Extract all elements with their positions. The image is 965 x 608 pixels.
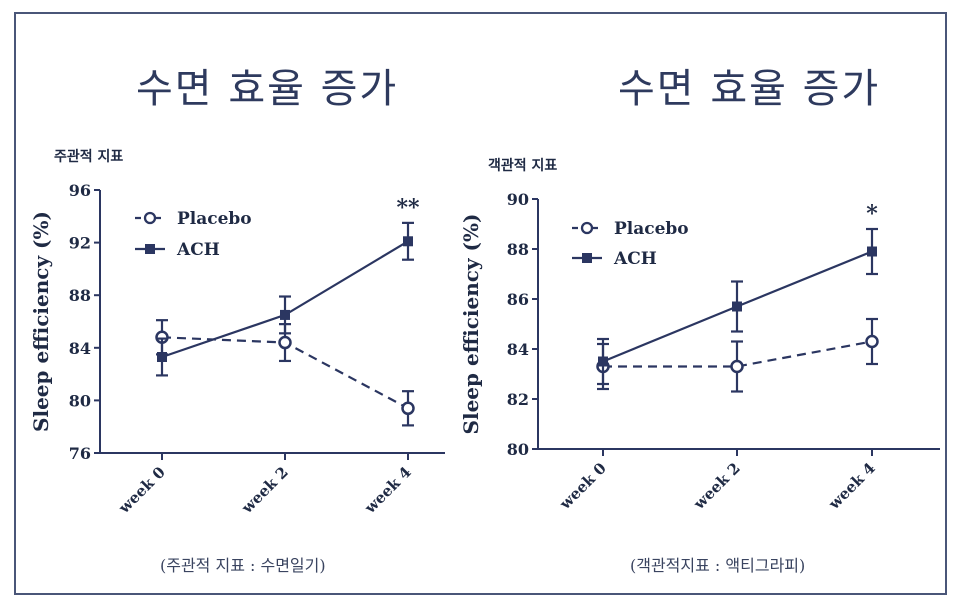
y-tick-label: 76 <box>69 444 91 463</box>
x-tick-label: week 4 <box>824 459 878 513</box>
placebo-point <box>278 335 292 350</box>
y-tick-label: 96 <box>69 181 91 200</box>
legend-label: Placebo <box>177 209 252 229</box>
ach-point <box>157 352 167 363</box>
y-tick-label: 88 <box>69 286 91 305</box>
ach-point <box>598 356 608 367</box>
ach-point <box>867 246 877 257</box>
y-tick-label: 84 <box>507 340 529 359</box>
ach-point <box>280 309 290 320</box>
y-tick-label: 82 <box>507 390 529 409</box>
y-axis-label: Sleep efficiency (%) <box>459 214 483 435</box>
left-sub-label: 주관적 지표 <box>54 149 124 165</box>
figure-frame <box>14 12 947 595</box>
legend-marker <box>580 221 594 235</box>
legend-marker <box>582 253 592 263</box>
y-tick-label: 80 <box>507 440 529 459</box>
right-panel-title: 수면 효율 증가 <box>618 66 881 112</box>
y-tick-label: 84 <box>69 339 91 358</box>
placebo-point <box>401 401 415 416</box>
x-tick-label: week 0 <box>555 459 609 513</box>
y-tick-label: 80 <box>69 391 91 410</box>
y-tick-label: 90 <box>507 190 529 209</box>
ach-point <box>403 236 413 247</box>
legend-label: Placebo <box>614 219 689 239</box>
legend-marker <box>145 244 155 254</box>
legend-label: ACH <box>176 240 220 260</box>
y-tick-label: 92 <box>69 234 91 253</box>
left-caption: (주관적 지표 : 수면일기) <box>160 556 326 575</box>
significance-marker: ** <box>396 195 420 221</box>
right-sub-label: 객관적 지표 <box>488 158 558 174</box>
y-axis-label: Sleep efficiency (%) <box>29 211 53 432</box>
y-tick-label: 86 <box>507 290 529 309</box>
y-tick-label: 88 <box>507 240 529 259</box>
placebo-point <box>865 334 879 349</box>
placebo-point <box>730 359 744 374</box>
x-tick-label: week 2 <box>689 459 743 513</box>
right-caption: (객관적지표 : 액티그라피) <box>630 556 806 575</box>
legend-marker <box>143 211 157 225</box>
ach-point <box>732 301 742 312</box>
legend-label: ACH <box>613 249 657 269</box>
significance-marker: * <box>866 201 878 227</box>
placebo-series-line <box>603 340 873 368</box>
left-panel-title: 수면 효율 증가 <box>136 66 399 112</box>
